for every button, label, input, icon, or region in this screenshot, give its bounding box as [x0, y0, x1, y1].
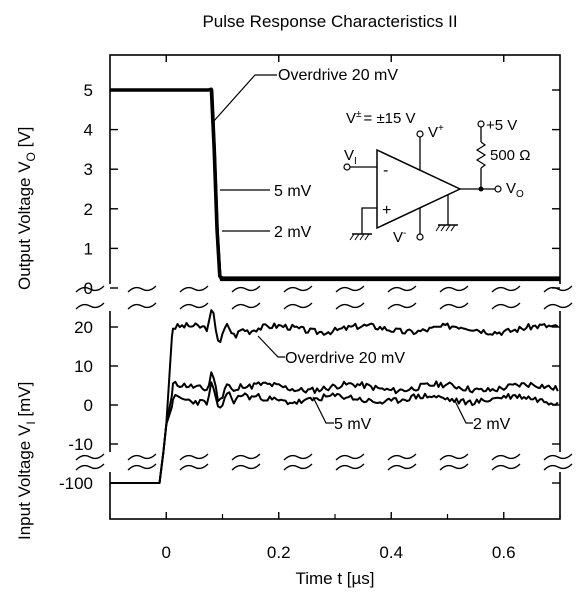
axis-break-mark — [179, 463, 209, 471]
opamp-symbol — [376, 148, 462, 230]
resistor-label: 500 Ω — [490, 147, 530, 164]
axis-break-mark — [75, 463, 105, 471]
input-y-tick-label: -100 — [59, 474, 93, 493]
inverting-sign: - — [383, 162, 388, 179]
annotation-output-5mv: 5 mV — [220, 183, 312, 200]
axis-break-mark — [231, 453, 261, 461]
input-ylabel: Input Voltage VI [mV] — [15, 382, 38, 540]
axis-break-mark — [283, 285, 313, 293]
axis-break-mark — [75, 302, 105, 310]
input-series-line — [110, 309, 559, 484]
output-series-group — [110, 87, 560, 282]
input-series-line — [110, 371, 559, 484]
annotation-output-overdrive: Overdrive 20 mV — [212, 67, 398, 123]
pullup-voltage-label: +5 V — [486, 117, 517, 134]
axis-break-mark — [543, 285, 573, 293]
axis-break-mark — [283, 453, 313, 461]
vminus-label: V- — [393, 228, 406, 246]
annotation-output-2mv: 2 mV — [222, 224, 312, 241]
output-ylabel: Output Voltage VO [V] — [15, 127, 38, 290]
axis-break-mark — [491, 302, 521, 310]
axis-break-mark — [491, 285, 521, 293]
axis-break-mark — [439, 453, 469, 461]
axis-break-mark — [179, 453, 209, 461]
svg-text:5 mV: 5 mV — [274, 183, 312, 200]
axis-break-mark — [127, 285, 157, 293]
axis-break-mark — [387, 302, 417, 310]
axis-break-mark — [439, 463, 469, 471]
output-y-tick-label: 0 — [84, 279, 93, 298]
noninverting-sign: + — [382, 202, 391, 219]
circuit-diagram: V± = ±15 V - + VI V+ V- VO — [338, 98, 548, 248]
input-series-group — [110, 309, 559, 484]
x-axis-label: Time t [µs] — [295, 569, 374, 588]
output-y-tick-label: 1 — [84, 239, 93, 258]
x-tick-label: 0.6 — [492, 543, 516, 562]
axis-break-mark — [491, 453, 521, 461]
axis-break-mark — [179, 302, 209, 310]
resistor-symbol — [475, 141, 487, 169]
axis-break-mark — [439, 302, 469, 310]
axis-break-mark — [127, 463, 157, 471]
vo-label: VO — [506, 180, 524, 200]
axis-break-mark — [127, 302, 157, 310]
svg-text:Overdrive 20 mV: Overdrive 20 mV — [278, 67, 398, 84]
output-y-tick-label: 2 — [84, 200, 93, 219]
x-tick-label: 0.2 — [267, 543, 291, 562]
svg-text:2 mV: 2 mV — [473, 416, 511, 433]
output-series-line — [110, 89, 560, 282]
input-series-line — [110, 381, 559, 484]
axis-break-top — [60, 284, 579, 311]
axis-break-mark — [127, 453, 157, 461]
svg-text:2 mV: 2 mV — [274, 224, 312, 241]
x-tick-label: 0 — [162, 543, 171, 562]
input-y-tick-label: -10 — [68, 435, 93, 454]
axis-break-mark — [231, 463, 261, 471]
output-y-ticks: 0 1 2 3 4 5 — [84, 81, 560, 298]
axis-break-mark — [387, 463, 417, 471]
axis-break-mark — [387, 285, 417, 293]
vi-label: VI — [344, 147, 357, 167]
svg-text:Overdrive 20 mV: Overdrive 20 mV — [285, 350, 405, 367]
supply-voltage-label: V± = ±15 V — [346, 109, 416, 127]
axis-break-mark — [231, 285, 261, 293]
axis-break-mark — [335, 463, 365, 471]
chart-title: Pulse Response Characteristics II — [202, 12, 457, 31]
output-y-tick-label: 3 — [84, 160, 93, 179]
axis-break-mark — [75, 285, 105, 293]
input-y-tick-label: 0 — [84, 396, 93, 415]
axis-break-mark — [387, 453, 417, 461]
axis-break-mark — [75, 453, 105, 461]
annotation-input-5mv: 5 mV — [312, 396, 372, 433]
axis-break-bottom — [60, 452, 579, 472]
vplus-label: V+ — [428, 123, 444, 141]
axis-break-mark — [283, 302, 313, 310]
input-y-tick-label: 20 — [74, 318, 93, 337]
input-y-tick-label: 10 — [74, 357, 93, 376]
axis-break-mark — [439, 285, 469, 293]
axis-break-mark — [543, 463, 573, 471]
axis-break-mark — [543, 453, 573, 461]
axis-break-mark — [335, 453, 365, 461]
x-ticks: 0 0.2 0.4 0.6 — [109, 55, 561, 562]
axis-break-mark — [179, 285, 209, 293]
axis-break-mark — [335, 285, 365, 293]
output-y-tick-label: 5 — [84, 81, 93, 100]
input-y-ticks: 20 10 0 -10 -100 — [59, 318, 560, 493]
annotation-input-overdrive: Overdrive 20 mV — [257, 335, 405, 367]
axis-break-mark — [335, 302, 365, 310]
axis-break-mark — [543, 302, 573, 310]
axis-break-mark — [491, 463, 521, 471]
x-tick-label: 0.4 — [379, 543, 403, 562]
annotation-input-2mv: 2 mV — [454, 400, 511, 433]
output-y-tick-label: 4 — [84, 121, 93, 140]
axis-break-mark — [231, 302, 261, 310]
svg-text:5 mV: 5 mV — [334, 416, 372, 433]
axis-break-mark — [283, 463, 313, 471]
